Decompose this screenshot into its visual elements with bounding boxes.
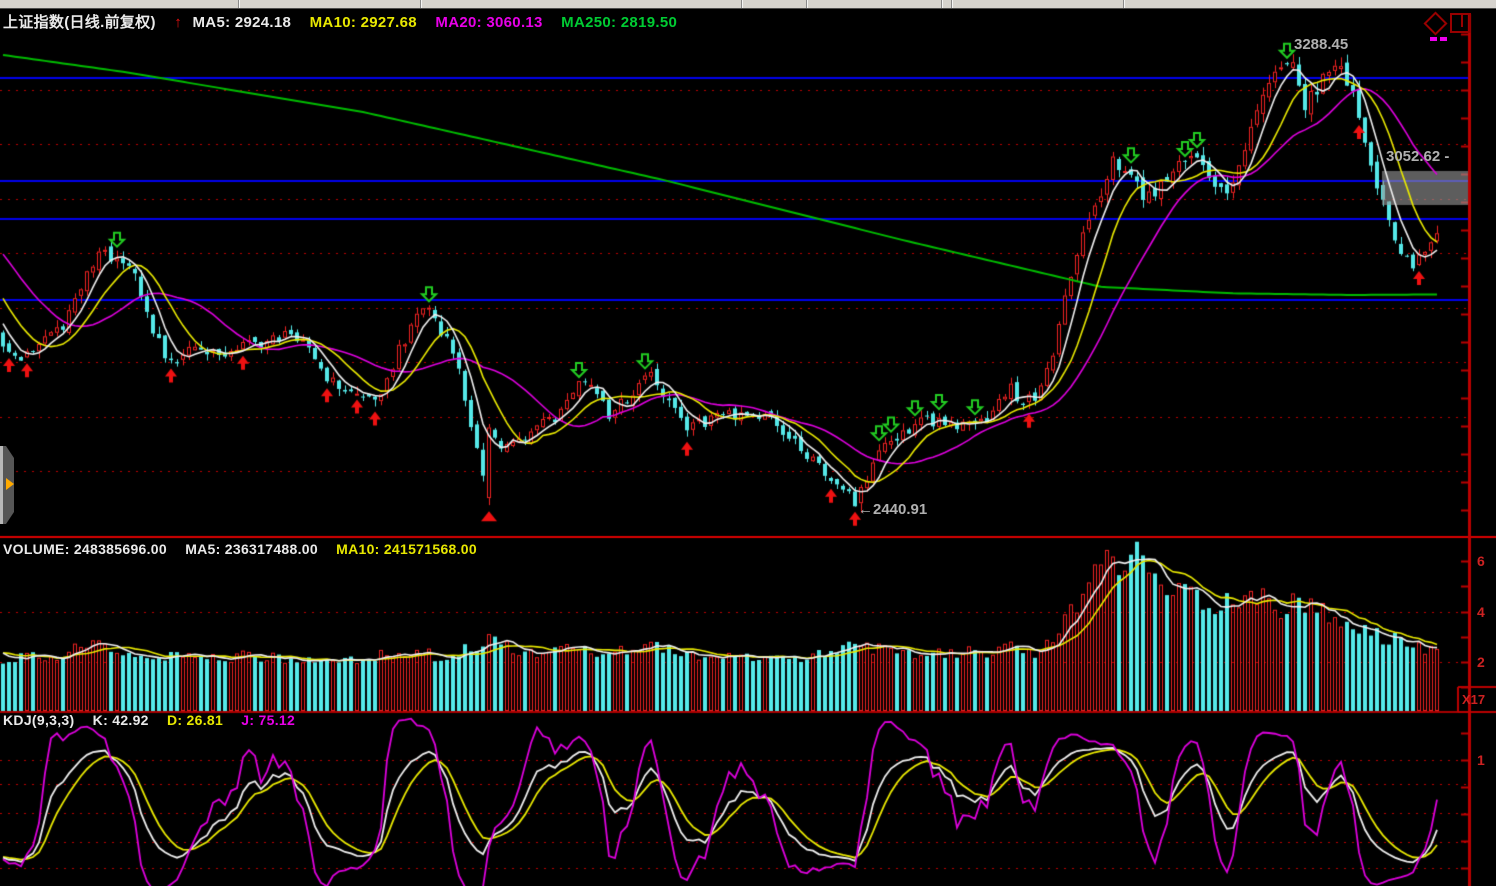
trough-price-annotation: ←2440.91 [858, 501, 928, 518]
toolbar-separator [238, 0, 240, 8]
kdj-k-value: K: 42.92 [92, 712, 149, 728]
toolbar-separator [420, 0, 422, 8]
toolbar-separator [806, 0, 808, 8]
ma10-value: MA10: 2927.68 [309, 14, 417, 31]
volume-axis-label: 4 [1477, 604, 1485, 620]
kdj-j-value: J: 75.12 [241, 712, 296, 728]
window-split-divider [1461, 15, 1463, 27]
expand-right-arrow-icon [6, 478, 14, 490]
toolbar-separator [1123, 0, 1125, 8]
volume-axis-label: 6 [1477, 553, 1485, 569]
trend-up-arrow-icon: ↑ [174, 14, 183, 31]
toolbar-bottom-edge [0, 0, 1496, 9]
volume-ma5-value: MA5: 236317488.00 [185, 541, 318, 557]
volume-ma10-value: MA10: 241571568.00 [336, 541, 477, 557]
kdj-d-value: D: 26.81 [166, 712, 224, 728]
main-chart-header: 上证指数(日线.前复权) ↑ MA5: 2924.18 MA10: 2927.6… [3, 11, 691, 32]
zoom-factor-label: X17 [1462, 692, 1486, 707]
volume-axis-label: 2 [1477, 654, 1485, 670]
toolbar-separator [741, 0, 743, 8]
toolbar-separator [941, 0, 943, 8]
volume-value: VOLUME: 248385696.00 [3, 541, 167, 557]
magenta-dash-marker [1430, 37, 1437, 41]
ma20-value: MA20: 3060.13 [435, 14, 543, 31]
ma250-value: MA250: 2819.50 [561, 14, 678, 31]
ma5-value: MA5: 2924.18 [192, 14, 292, 31]
kdj-pane-header: KDJ(9,3,3) K: 42.92 D: 26.81 J: 75.12 [3, 712, 309, 728]
kdj-indicator-label: KDJ(9,3,3) [3, 712, 75, 728]
magenta-dash-marker [1440, 37, 1447, 41]
kdj-axis-label: 1 [1477, 752, 1485, 768]
marked-level-annotation: 3052.62 - [1386, 148, 1450, 165]
toolbar-separator [951, 0, 953, 8]
symbol-title: 上证指数(日线.前复权) [3, 14, 156, 31]
peak-price-annotation: 3288.45 [1294, 36, 1349, 53]
window-split-icon[interactable] [1450, 13, 1471, 33]
volume-pane-header: VOLUME: 248385696.00 MA5: 236317488.00 M… [3, 541, 491, 557]
sidebar-expander-handle[interactable] [0, 446, 14, 524]
